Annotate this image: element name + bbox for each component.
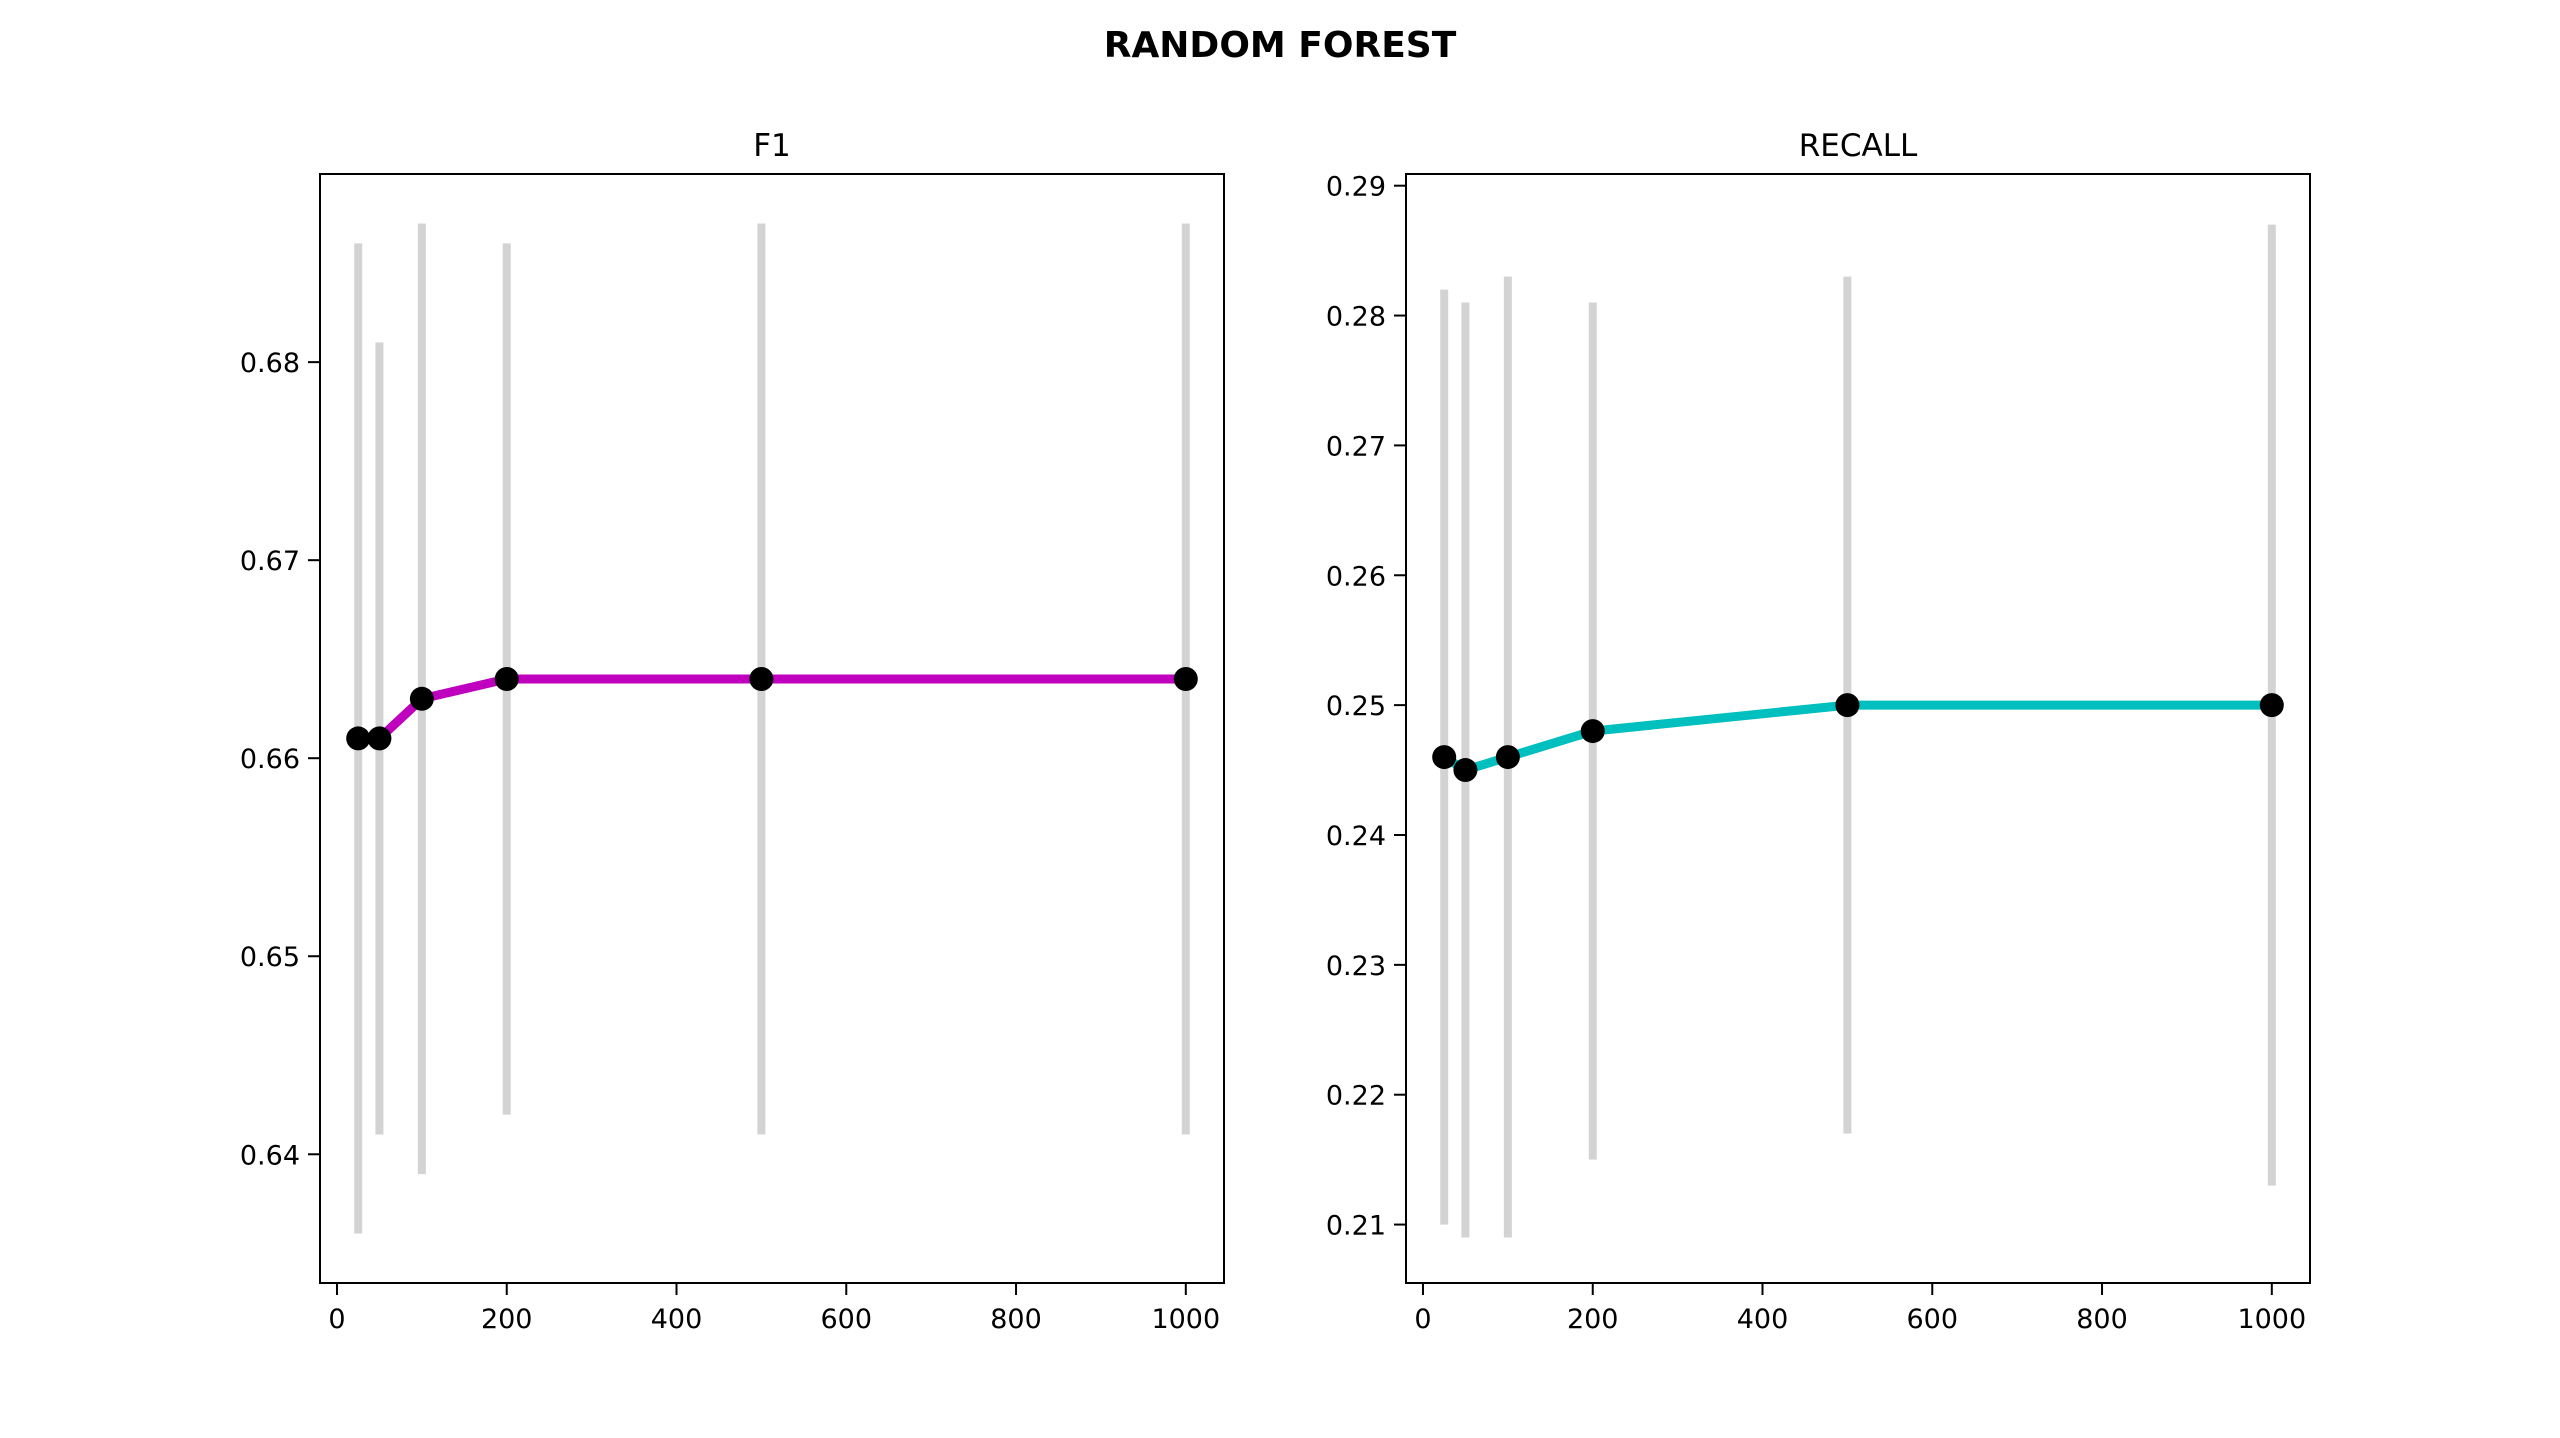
recall-x-tick-label: 600 xyxy=(1906,1304,1958,1335)
recall-series-line xyxy=(1439,700,2277,775)
figure-title: RANDOM FOREST xyxy=(1104,25,1457,66)
f1-data-point xyxy=(749,666,774,691)
recall-plot-marks xyxy=(1432,224,2284,1238)
f1-x-tick-label: 0 xyxy=(328,1304,345,1335)
recall-data-point xyxy=(1432,745,1457,770)
recall-y-tick-label: 0.28 xyxy=(1326,302,1386,333)
recall-y-tick-label: 0.29 xyxy=(1326,172,1386,203)
recall-y-tick-label: 0.24 xyxy=(1326,821,1386,852)
recall-panel: RECALL 0 200 400 600 800 1000 0.21 0.22 0.23 0.24… xyxy=(1326,128,2311,1335)
f1-data-point xyxy=(409,686,434,711)
f1-x-tick-label: 600 xyxy=(820,1304,872,1335)
f1-x-tick-label: 800 xyxy=(990,1304,1042,1335)
f1-y-tick-label: 0.67 xyxy=(240,546,300,577)
recall-plot-frame xyxy=(1405,173,2311,1284)
f1-data-point xyxy=(367,726,392,751)
f1-panel: F1 0 200 400 600 800 1000 0.64 0.65 0.66 0.67 0.68 xyxy=(240,128,1225,1335)
recall-y-tick-label: 0.26 xyxy=(1326,561,1386,592)
f1-y-tick-label: 0.68 xyxy=(240,348,300,379)
f1-data-point xyxy=(346,726,371,751)
f1-x-tick-label: 1000 xyxy=(1151,1304,1220,1335)
recall-panel-title: RECALL xyxy=(1799,128,1918,164)
f1-series-line xyxy=(353,674,1191,743)
recall-x-tick-label: 200 xyxy=(1567,1304,1619,1335)
f1-y-tick-label: 0.66 xyxy=(240,744,300,775)
recall-data-point xyxy=(1453,758,1478,783)
f1-panel-title: F1 xyxy=(753,128,791,164)
recall-x-tick-label: 800 xyxy=(2076,1304,2128,1335)
f1-y-tick-label: 0.64 xyxy=(240,1140,300,1171)
f1-data-point xyxy=(1173,666,1198,691)
f1-plot-marks xyxy=(346,223,1198,1234)
f1-plot-frame xyxy=(319,173,1225,1284)
recall-data-point xyxy=(1495,745,1520,770)
f1-y-tick-label: 0.65 xyxy=(240,942,300,973)
recall-x-tick-label: 0 xyxy=(1414,1304,1431,1335)
f1-axes: 0 200 400 600 800 1000 0.64 0.65 0.66 0.67 0.68 xyxy=(240,348,1220,1335)
f1-x-tick-label: 200 xyxy=(481,1304,533,1335)
recall-x-tick-label: 1000 xyxy=(2237,1304,2306,1335)
recall-y-tick-label: 0.25 xyxy=(1326,691,1386,722)
recall-y-tick-label: 0.27 xyxy=(1326,431,1386,462)
recall-y-tick-label: 0.22 xyxy=(1326,1081,1386,1112)
recall-x-tick-label: 400 xyxy=(1737,1304,1789,1335)
recall-data-point xyxy=(1580,719,1605,744)
f1-x-tick-label: 400 xyxy=(651,1304,703,1335)
recall-data-point xyxy=(1835,693,1860,718)
recall-axes: 0 200 400 600 800 1000 0.21 0.22 0.23 0.24 0.25 0.2… xyxy=(1326,172,2306,1335)
recall-y-tick-label: 0.23 xyxy=(1326,951,1386,982)
recall-data-point xyxy=(2259,693,2284,718)
recall-y-tick-label: 0.21 xyxy=(1326,1211,1386,1242)
f1-data-point xyxy=(494,666,519,691)
